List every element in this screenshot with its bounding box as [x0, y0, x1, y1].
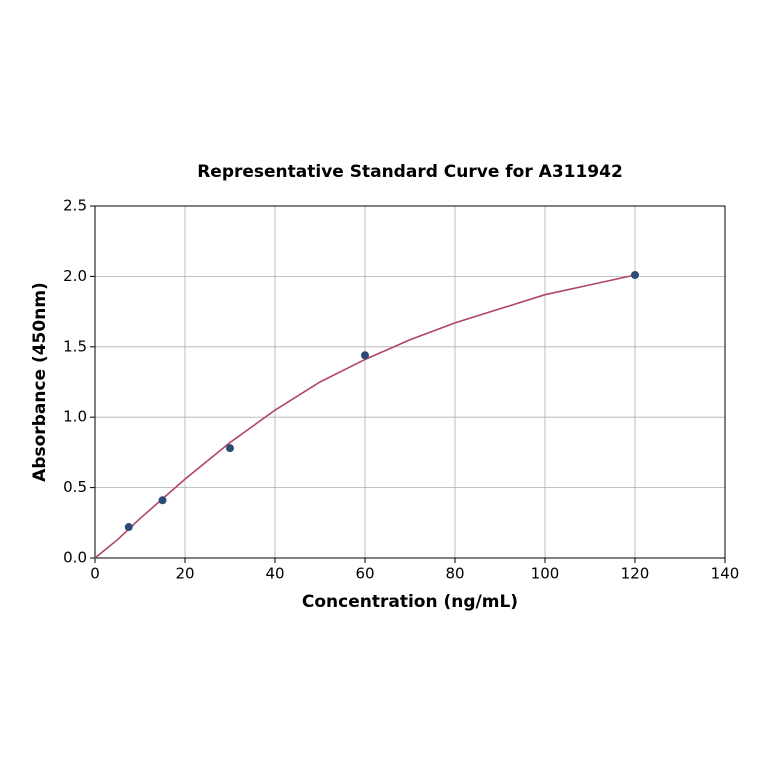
data-point — [361, 351, 369, 360]
x-axis-label: Concentration (ng/mL) — [302, 592, 518, 612]
y-axis-label: Absorbance (450nm) — [30, 282, 50, 482]
y-tick-label: 1.5 — [63, 337, 87, 355]
x-tick-label: 0 — [90, 565, 100, 583]
plot-frame — [94, 205, 726, 559]
x-tick-label: 80 — [445, 565, 464, 583]
x-tick-label: 20 — [175, 565, 194, 583]
y-tick-label: 2.5 — [63, 197, 87, 215]
data-point — [226, 444, 234, 453]
x-tick-label: 60 — [355, 565, 374, 583]
x-tick-label: 120 — [621, 565, 650, 583]
x-tick-label: 100 — [531, 565, 560, 583]
x-tick-label: 140 — [711, 565, 740, 583]
chart-title: Representative Standard Curve for A31194… — [197, 162, 623, 182]
y-tick-label: 0.5 — [63, 478, 87, 496]
data-point — [631, 270, 639, 279]
y-tick-label: 1.0 — [63, 408, 87, 426]
data-point — [124, 523, 133, 532]
data-point — [158, 496, 167, 505]
x-tick-label: 40 — [265, 565, 284, 583]
y-tick-label: 0.0 — [63, 549, 87, 567]
y-tick-label: 2.0 — [63, 267, 87, 285]
fit-curve — [94, 274, 636, 559]
